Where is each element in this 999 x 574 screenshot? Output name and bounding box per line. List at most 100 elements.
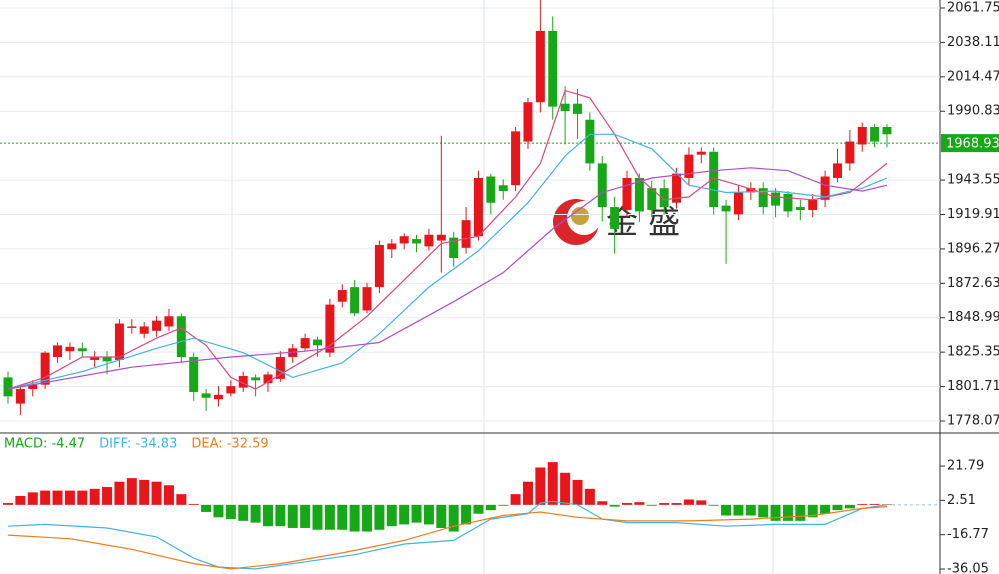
candle-body — [399, 236, 409, 244]
macd-bar — [163, 485, 174, 505]
candle-body — [845, 141, 855, 164]
macd-bar — [857, 503, 868, 505]
candle-body — [696, 151, 706, 155]
candle-body — [672, 173, 682, 203]
macd-bar — [423, 504, 434, 525]
macd-bar — [782, 504, 793, 521]
moving-average — [7, 89, 888, 390]
macd-bar — [15, 495, 26, 505]
macd-bar — [560, 472, 571, 505]
macd-bar — [473, 504, 484, 514]
macd-bar — [40, 490, 51, 505]
candle-body — [40, 352, 50, 385]
candle-body — [870, 127, 880, 142]
macd-bar — [411, 504, 422, 523]
candle-body — [374, 244, 384, 288]
candle-body — [511, 131, 521, 186]
candle-body — [139, 326, 149, 334]
legend-item: DIFF: -34.83 — [99, 437, 177, 452]
y-tick-label: 1943.55 — [947, 173, 999, 188]
y-tick-label: 2014.47 — [947, 69, 999, 84]
macd-bar — [238, 504, 249, 521]
watermark-logo — [553, 199, 601, 245]
candle-body — [795, 207, 805, 210]
candle-body — [53, 345, 63, 358]
y-tick-label: 1778.07 — [947, 413, 999, 428]
macd-bar — [522, 481, 533, 505]
y-tick-label: -16.77 — [947, 527, 989, 542]
macd-bar — [275, 504, 286, 527]
macd-bar — [820, 504, 831, 514]
macd-bar — [386, 504, 397, 527]
macd-bar — [535, 467, 546, 505]
candle-body — [238, 375, 248, 388]
candle-body — [164, 316, 174, 327]
candle-body — [498, 185, 508, 192]
candle-body — [808, 199, 818, 210]
macd-bar — [188, 503, 199, 505]
y-tick-label: 1896.27 — [947, 241, 999, 256]
macd-bar — [597, 501, 608, 505]
macd-bar — [832, 504, 843, 511]
y-tick-label: 2061.75 — [947, 0, 999, 15]
macd-bar — [262, 504, 273, 527]
macd-bar — [27, 492, 38, 505]
candle-body — [412, 239, 422, 244]
y-tick-label: 1990.83 — [947, 104, 999, 119]
macd-line — [7, 506, 888, 570]
candle-body — [449, 237, 459, 259]
macd-bar — [176, 494, 187, 505]
candle-body — [882, 127, 892, 135]
candle-body — [152, 320, 162, 331]
macd-bar — [708, 504, 719, 506]
macd-bar — [3, 503, 13, 505]
macd-bar — [696, 500, 707, 505]
macd-bar — [634, 502, 645, 505]
candle-body — [560, 103, 570, 111]
candle-body — [473, 177, 483, 237]
moving-average — [7, 167, 888, 390]
candle-body — [201, 393, 211, 398]
macd-bar — [300, 504, 311, 528]
candle-body — [350, 287, 360, 314]
candle-body — [647, 188, 657, 210]
macd-bar — [461, 504, 472, 525]
macd-bar — [349, 504, 360, 532]
macd-bar — [659, 503, 670, 505]
macd-bar — [485, 504, 496, 511]
candle-body — [102, 357, 112, 362]
y-tick-label: 1825.35 — [947, 345, 999, 360]
macd-bar — [882, 504, 892, 505]
macd-bar — [807, 504, 818, 518]
candle-body — [659, 188, 669, 208]
macd-bar — [547, 462, 558, 505]
candle-body — [313, 339, 323, 346]
macd-bar — [52, 490, 63, 505]
candle-body — [337, 290, 347, 302]
candle-body — [77, 348, 87, 352]
candle-body — [275, 357, 285, 379]
candle-body — [548, 30, 558, 107]
macd-bar — [436, 504, 447, 528]
last-price-label: 1968.93 — [946, 137, 999, 152]
candle-body — [733, 192, 743, 215]
macd-bar — [510, 494, 521, 505]
last-price-box — [941, 134, 999, 153]
macd-bar — [622, 503, 633, 505]
macd-bar — [498, 504, 509, 506]
macd-bar — [683, 499, 694, 505]
macd-bar — [139, 479, 150, 505]
macd-bar — [225, 504, 236, 520]
macd-bar — [572, 479, 583, 505]
macd-bar — [733, 504, 744, 516]
vertical-grid — [231, 0, 774, 574]
macd-bar — [114, 481, 125, 505]
macd-bar — [721, 504, 732, 516]
candle-body — [585, 119, 595, 164]
candle-body — [486, 176, 496, 203]
macd-bar — [64, 490, 75, 505]
candle-body — [783, 193, 793, 212]
macd-bar — [745, 504, 756, 516]
macd-bar — [312, 504, 323, 530]
